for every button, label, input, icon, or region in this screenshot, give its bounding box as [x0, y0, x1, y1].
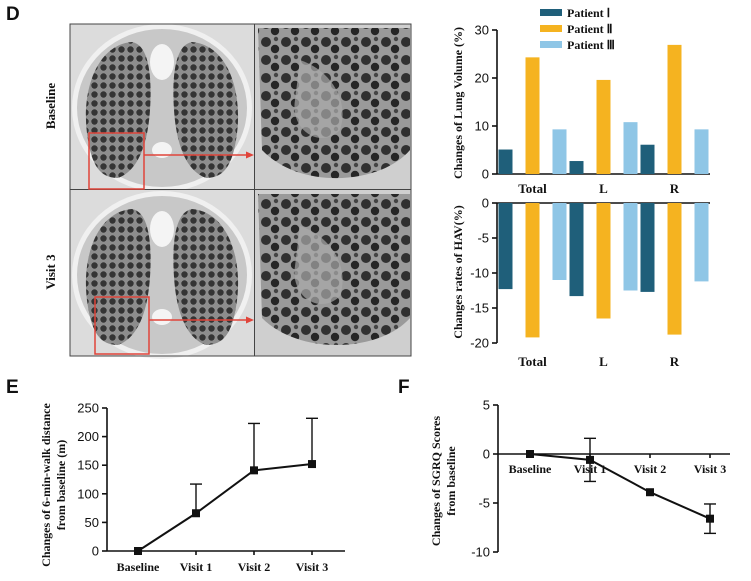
hav-ylabel: Changes rates of HAV(%) — [451, 205, 465, 338]
lung-volume-chart: Changes of Lung Volume (%) Patient ⅠPati… — [451, 6, 710, 196]
ct-baseline-zoom — [255, 24, 411, 189]
y-tick-label: 0 — [92, 544, 99, 559]
y-tick-label: 0 — [482, 167, 489, 182]
y-tick-label: -5 — [477, 231, 489, 246]
x-tick-label: Total — [518, 181, 547, 196]
data-point — [526, 450, 534, 458]
sgrq-ylabel-line2: from baseline — [444, 446, 458, 516]
bar-l-series-3 — [623, 122, 638, 174]
y-tick-label: 100 — [77, 486, 99, 501]
x-tick-label: Visit 3 — [694, 462, 727, 476]
six-min-walk-ylabel-line2: from baseline (m) — [54, 440, 68, 530]
ct-label-visit3: Visit 3 — [43, 254, 58, 290]
bar-r-series-2 — [667, 44, 682, 174]
lung-volume-ylabel: Changes of Lung Volume (%) — [451, 27, 465, 179]
sgrq-chart: Changes of SGRQ Scores from baseline 5 0 -… — [429, 398, 730, 560]
x-tick-label: Baseline — [509, 462, 552, 476]
y-tick-label: -15 — [470, 301, 489, 316]
y-tick-label: 0 — [483, 447, 490, 462]
x-tick-label: L — [599, 181, 608, 196]
x-tick-label: Total — [518, 354, 547, 369]
bar-r-series-3 — [694, 129, 709, 174]
series-line — [529, 453, 711, 520]
y-tick-label: 5 — [483, 398, 490, 413]
ct-label-baseline: Baseline — [43, 83, 58, 129]
x-tick-label: Visit 2 — [238, 560, 271, 574]
ct-visit3-zoom — [255, 190, 411, 356]
y-tick-label: -20 — [470, 336, 489, 351]
x-tick-label: Baseline — [117, 560, 160, 574]
y-tick-label: 30 — [475, 23, 489, 38]
legend-swatch-1 — [540, 9, 562, 16]
data-point — [646, 488, 654, 497]
panel-e-letter: E — [6, 377, 19, 398]
y-tick-label: 50 — [85, 515, 99, 530]
y-tick-label: 200 — [77, 429, 99, 444]
bar-r-series-3 — [694, 203, 709, 282]
legend-swatch-2 — [540, 25, 562, 32]
series-line — [137, 463, 313, 552]
y-tick-label: 10 — [475, 119, 489, 134]
bar-l-series-2 — [596, 79, 611, 174]
six-min-walk-chart: Changes of 6-min-walk distance from base… — [39, 401, 345, 574]
legend-label-2: Patient Ⅱ — [567, 22, 613, 36]
bar-total-series-1 — [498, 149, 513, 174]
bar-l-series-3 — [623, 203, 638, 291]
roi-box-baseline — [88, 132, 145, 190]
ct-visit3-full — [70, 190, 254, 359]
y-tick-label: -10 — [471, 545, 490, 560]
data-point — [308, 460, 316, 469]
roi-box-visit3 — [94, 296, 150, 355]
data-point — [134, 547, 142, 555]
legend-swatch-3 — [540, 41, 562, 48]
x-tick-label: R — [670, 181, 680, 196]
x-tick-label: L — [599, 354, 608, 369]
bar-total-series-3 — [552, 129, 567, 174]
y-tick-label: 0 — [482, 196, 489, 211]
bar-r-series-1 — [640, 203, 655, 292]
panel-f-letter: F — [398, 377, 410, 398]
sgrq-ylabel-line1: Changes of SGRQ Scores — [429, 416, 443, 546]
y-tick-label: 150 — [77, 458, 99, 473]
bar-l-series-1 — [569, 203, 584, 297]
bar-r-series-1 — [640, 144, 655, 174]
ct-image-grid — [69, 23, 412, 359]
panel-d-letter: D — [6, 4, 20, 25]
y-tick-label: 250 — [77, 401, 99, 416]
ct-baseline-full — [70, 24, 254, 192]
bar-total-series-2 — [525, 57, 540, 174]
data-point — [250, 466, 258, 475]
data-point — [706, 514, 714, 523]
bar-total-series-1 — [498, 203, 513, 290]
data-point — [586, 455, 594, 464]
lung-volume-legend: Patient Ⅰ Patient Ⅱ Patient Ⅲ — [540, 6, 615, 52]
six-min-walk-ylabel-line1: Changes of 6-min-walk distance — [39, 402, 53, 566]
y-tick-label: -10 — [470, 266, 489, 281]
x-tick-label: R — [670, 354, 680, 369]
bar-l-series-2 — [596, 203, 611, 319]
bar-total-series-2 — [525, 203, 540, 338]
x-tick-label: Visit 2 — [634, 462, 667, 476]
y-tick-label: 20 — [475, 71, 489, 86]
x-tick-label: Visit 3 — [296, 560, 329, 574]
hav-chart: Changes rates of HAV(%) 0 -5 -10 -15 -20 Tota… — [451, 196, 710, 369]
y-tick-label: -5 — [478, 496, 490, 511]
legend-label-1: Patient Ⅰ — [567, 6, 610, 20]
bar-r-series-2 — [667, 203, 682, 335]
x-tick-label: Visit 1 — [180, 560, 213, 574]
data-point — [192, 509, 200, 518]
bar-total-series-3 — [552, 203, 567, 280]
legend-label-3: Patient Ⅲ — [567, 38, 615, 52]
bar-l-series-1 — [569, 161, 584, 174]
